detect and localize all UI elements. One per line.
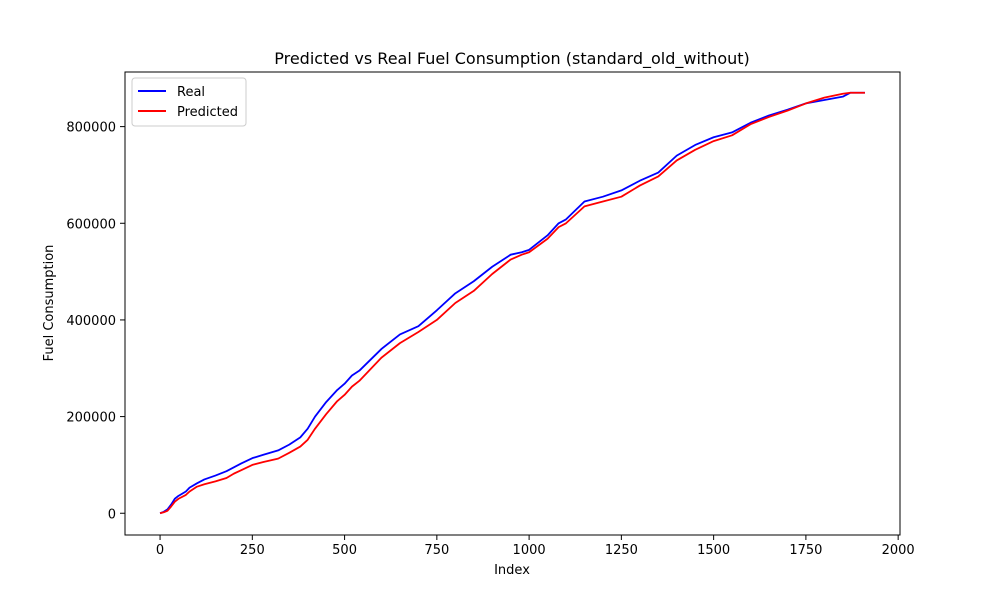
x-tick-label: 2000 <box>882 543 915 558</box>
x-tick-label: 1250 <box>605 543 638 558</box>
x-tick-label: 1750 <box>789 543 822 558</box>
legend-label-real: Real <box>177 85 205 100</box>
x-tick-label: 1500 <box>697 543 730 558</box>
y-tick-label: 400000 <box>66 314 116 329</box>
chart-title: Predicted vs Real Fuel Consumption (stan… <box>274 49 750 69</box>
x-axis: 0 250 500 750 1000 1250 1500 1750 2000 <box>156 535 915 558</box>
series-group <box>159 91 865 515</box>
y-tick-label: 200000 <box>66 411 116 426</box>
legend: Real Predicted <box>131 77 247 127</box>
y-axis: 0 200000 400000 600000 800000 <box>66 121 125 522</box>
x-tick-label: 0 <box>156 543 164 558</box>
plot-area-frame <box>124 71 901 536</box>
x-tick-label: 500 <box>332 543 357 558</box>
y-axis-title: Fuel Consumption <box>42 245 57 362</box>
series-line-predicted <box>159 91 865 515</box>
y-tick-label: 800000 <box>66 121 116 136</box>
x-tick-label: 750 <box>424 543 449 558</box>
x-axis-title: Index <box>494 563 530 578</box>
x-tick-label: 1000 <box>513 543 546 558</box>
y-tick-label: 600000 <box>66 217 116 232</box>
y-tick-label: 0 <box>108 507 116 522</box>
x-tick-label: 250 <box>240 543 265 558</box>
legend-label-predicted: Predicted <box>177 105 238 120</box>
series-line-real <box>159 91 865 515</box>
